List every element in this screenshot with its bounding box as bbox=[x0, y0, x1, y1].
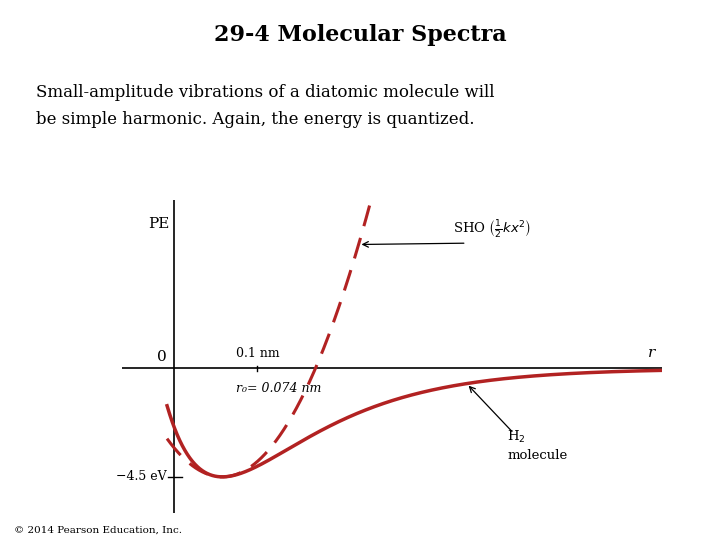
Text: SHO $\left(\frac{1}{2}kx^2\right)$: SHO $\left(\frac{1}{2}kx^2\right)$ bbox=[453, 218, 531, 240]
Text: be simple harmonic. Again, the energy is quantized.: be simple harmonic. Again, the energy is… bbox=[36, 111, 474, 127]
Text: H$_2$
molecule: H$_2$ molecule bbox=[507, 429, 567, 462]
Text: Small-amplitude vibrations of a diatomic molecule will: Small-amplitude vibrations of a diatomic… bbox=[36, 84, 495, 100]
Text: 0: 0 bbox=[157, 349, 167, 363]
Text: PE: PE bbox=[148, 217, 170, 231]
Text: r: r bbox=[649, 346, 656, 360]
Text: −4.5 eV: −4.5 eV bbox=[117, 470, 167, 483]
Text: © 2014 Pearson Education, Inc.: © 2014 Pearson Education, Inc. bbox=[14, 525, 182, 535]
Text: r₀= 0.074 nm: r₀= 0.074 nm bbox=[236, 382, 321, 395]
Text: 0.1 nm: 0.1 nm bbox=[235, 347, 279, 360]
Text: 29-4 Molecular Spectra: 29-4 Molecular Spectra bbox=[214, 24, 506, 46]
